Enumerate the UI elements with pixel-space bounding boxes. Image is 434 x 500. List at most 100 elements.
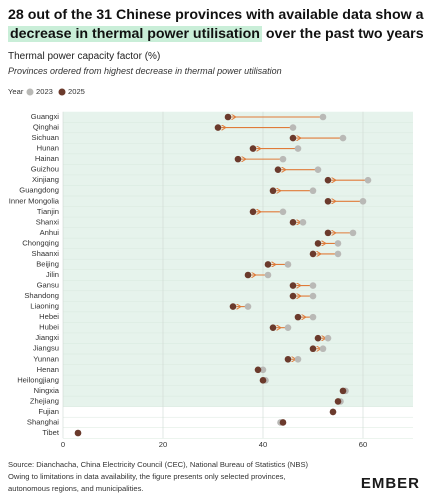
dot-2025	[214, 124, 222, 131]
row-highlight	[63, 174, 413, 186]
row-highlight	[63, 343, 413, 354]
legend-label: 2023	[36, 87, 53, 96]
title-highlight: decrease in thermal power utilisation	[8, 26, 262, 42]
row-highlight	[63, 259, 413, 270]
y-tick-label: Ningxia	[34, 386, 60, 395]
row-highlight	[63, 354, 413, 365]
dot-2023	[324, 334, 332, 342]
y-tick-label: Xinjiang	[32, 175, 59, 184]
row-highlight	[63, 227, 413, 239]
dot-2023	[284, 261, 292, 268]
dot-2025	[324, 197, 332, 205]
footer-note: autonomous regions, and municipalities.	[8, 484, 144, 493]
note: Provinces ordered from highest decrease …	[8, 66, 282, 76]
title-end: over the past two years	[265, 26, 424, 42]
dot-2025	[314, 240, 322, 247]
dot-2025	[339, 387, 347, 395]
dot-2025	[314, 334, 322, 342]
y-tick-label: Guangxi	[31, 112, 60, 121]
y-tick-label: Zhejiang	[30, 396, 59, 405]
header: 28 out of the 31 Chinese provinces with …	[8, 6, 430, 76]
row-highlight	[63, 290, 413, 302]
x-tick-label: 40	[259, 440, 267, 449]
y-tick-label: Guangdong	[19, 186, 59, 195]
y-tick-label: Shandong	[24, 291, 59, 300]
dot-2025	[294, 313, 302, 321]
y-tick-label: Beijing	[36, 259, 59, 268]
row-highlight	[63, 364, 413, 376]
row-highlight	[63, 206, 413, 218]
dot-2025	[324, 176, 332, 184]
row-highlight	[63, 280, 413, 291]
dot-2025	[244, 271, 252, 279]
row-highlight	[63, 322, 413, 333]
title-start: 28 out of the 31 Chinese provinces with …	[8, 7, 424, 23]
dot-2023	[259, 366, 267, 374]
legend-title: Year	[8, 87, 24, 96]
x-tick-label: 60	[359, 440, 367, 449]
y-tick-label: Chongqing	[22, 238, 59, 247]
y-tick-label: Hubei	[39, 323, 59, 332]
dot-2025	[234, 155, 242, 163]
y-tick-label: Shanxi	[36, 217, 60, 226]
dot-2023	[339, 134, 347, 142]
dot-2023	[289, 124, 297, 131]
subtitle: Thermal power capacity factor (%)	[8, 51, 161, 62]
dot-2025	[309, 345, 317, 353]
dot-2023	[349, 229, 357, 237]
legend-label: 2025	[68, 87, 85, 96]
row-highlight	[63, 396, 413, 407]
y-tick-label: Qinghai	[33, 123, 59, 132]
footer-note: Owing to limitations in data availabilit…	[8, 472, 286, 481]
dot-2023	[334, 250, 342, 258]
y-tick-label: Jilin	[46, 270, 59, 279]
logo: EMBER	[361, 475, 420, 492]
y-tick-label: Yunnan	[33, 354, 59, 363]
row-highlight	[63, 248, 413, 260]
dot-2025	[309, 250, 317, 258]
dot-2023	[364, 176, 372, 184]
dot-2023	[359, 197, 367, 205]
dot-2023	[244, 303, 252, 310]
dot-2025	[284, 355, 292, 363]
y-tick-label: Tianjin	[37, 207, 59, 216]
dot-2025	[259, 377, 267, 384]
dot-2023	[294, 355, 302, 363]
row-highlight	[63, 238, 413, 249]
title: 28 out of the 31 Chinese provinces with …	[8, 6, 430, 44]
y-tick-label: Guizhou	[31, 165, 59, 174]
dot-2025	[329, 408, 337, 416]
dot-2025	[249, 145, 257, 152]
dot-2025	[229, 303, 237, 310]
dot-2023	[309, 282, 317, 289]
dot-2025	[264, 261, 272, 268]
y-tick-label: Gansu	[37, 281, 59, 290]
legend-dot	[58, 88, 66, 96]
dot-2025	[224, 113, 232, 121]
dot-2023	[309, 292, 317, 300]
legend-dot	[26, 88, 34, 96]
dot-2025	[289, 219, 297, 226]
row-highlight	[63, 132, 413, 144]
y-tick-label: Shanghai	[27, 417, 59, 426]
y-tick-label: Hainan	[35, 154, 59, 163]
dot-2023	[299, 219, 307, 226]
y-tick-label: Shaanxi	[32, 249, 60, 258]
dot-2025	[254, 366, 262, 374]
row-highlight	[63, 164, 413, 175]
row-highlight	[63, 375, 413, 386]
dot-2023	[314, 166, 322, 173]
dot-2023	[309, 187, 317, 195]
row-highlight	[63, 196, 413, 207]
row-highlight	[63, 143, 413, 154]
dot-2025	[279, 419, 287, 426]
dot-2025	[269, 324, 277, 331]
row-highlight	[63, 385, 413, 397]
row-highlight	[63, 185, 413, 196]
dot-2023	[319, 113, 327, 121]
dot-2023	[309, 313, 317, 321]
dot-2023	[279, 155, 287, 163]
dot-2025	[324, 229, 332, 237]
y-tick-label: Liaoning	[30, 302, 59, 311]
